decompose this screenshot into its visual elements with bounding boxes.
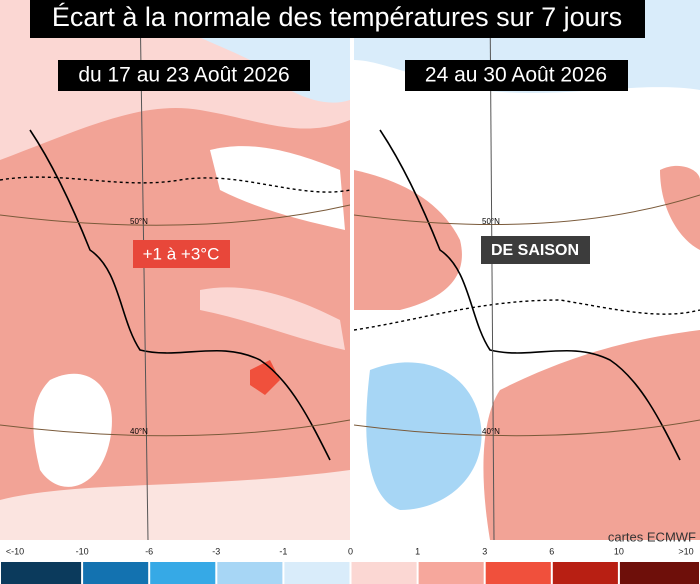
legend-label: >10 <box>678 546 693 556</box>
subtitle-box <box>405 60 628 91</box>
legend-swatch <box>485 562 551 584</box>
legend-label: -1 <box>279 546 287 556</box>
subtitle: du 17 au 23 Août 2026 <box>78 64 289 87</box>
lat-label: 40°N <box>482 427 500 436</box>
legend: <-10 -10 -6 -3 -1 0 1 3 6 10 >10 <box>1 546 699 584</box>
label-box <box>133 240 230 268</box>
credit: cartes ECMWF <box>608 529 696 544</box>
anomaly-label: DE SAISON <box>491 242 579 259</box>
legend-label: -10 <box>76 546 89 556</box>
legend-swatch <box>418 562 484 584</box>
legend-swatch <box>83 562 149 584</box>
legend-label: 10 <box>614 546 624 556</box>
legend-swatch <box>619 562 699 584</box>
legend-label: <-10 <box>6 546 24 556</box>
title: Écart à la normale des températures sur … <box>52 2 622 32</box>
lat-label: 40°N <box>130 427 148 436</box>
legend-swatch <box>552 562 618 584</box>
legend-swatch <box>217 562 283 584</box>
subtitle-box <box>58 60 310 91</box>
legend-swatch <box>150 562 216 584</box>
label-box <box>481 236 590 264</box>
legend-label: -3 <box>212 546 220 556</box>
lat-label: 50°N <box>482 217 500 226</box>
legend-swatch <box>1 562 82 584</box>
title-box <box>30 0 645 38</box>
anomaly-label: +1 à +3°C <box>143 244 220 263</box>
legend-label: 0 <box>348 546 353 556</box>
legend-label: 3 <box>482 546 487 556</box>
subtitle: 24 au 30 Août 2026 <box>425 64 607 87</box>
legend-swatch <box>351 562 417 584</box>
legend-label: 6 <box>549 546 554 556</box>
legend-label: 1 <box>415 546 420 556</box>
legend-label: -6 <box>145 546 153 556</box>
lat-label: 50°N <box>130 217 148 226</box>
legend-swatch <box>284 562 350 584</box>
